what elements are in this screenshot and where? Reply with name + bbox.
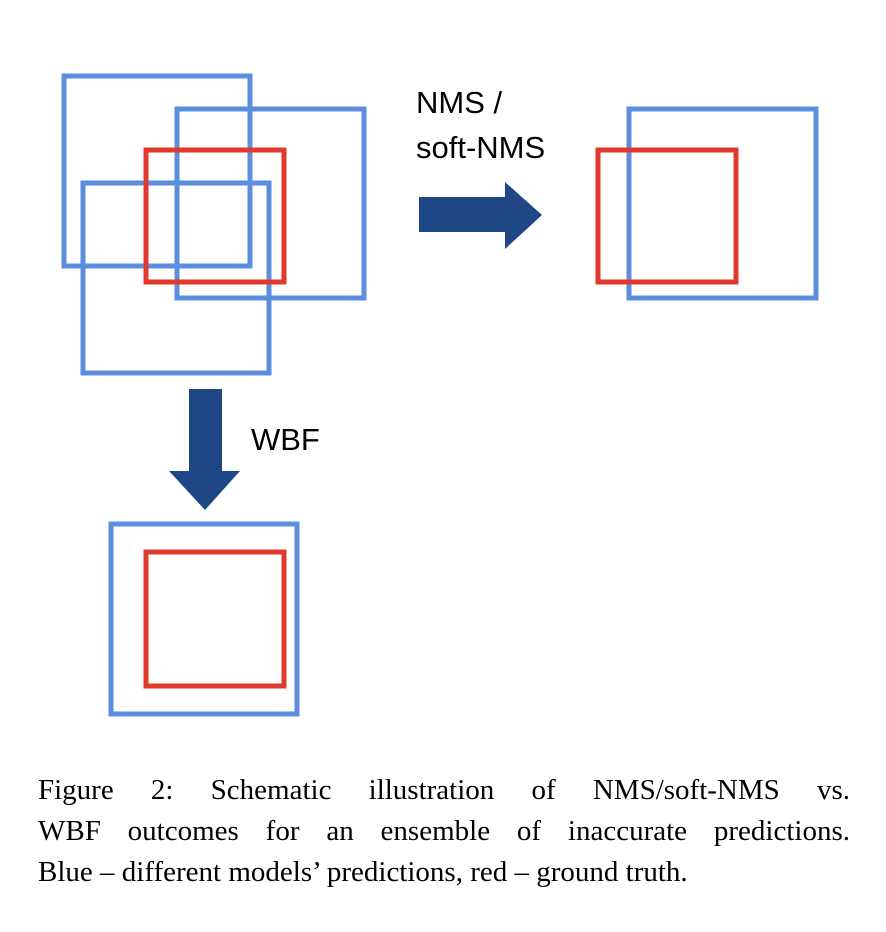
caption-line-3: Blue – different models’ predictions, re…	[38, 856, 688, 888]
schematic-diagram: NMS / soft-NMS WBF	[61, 73, 819, 717]
wbf-arrow-group: WBF	[169, 389, 320, 510]
ground-truth-box	[143, 147, 287, 285]
nms-label-line2: soft-NMS	[416, 130, 545, 165]
wbf-result-group	[108, 521, 300, 717]
nms-result-ground-truth-box	[595, 147, 739, 285]
nms-arrow-group: NMS / soft-NMS	[416, 85, 545, 249]
caption-line-1: Figure 2: Schematic illustration of NMS/…	[38, 774, 850, 806]
wbf-result-prediction-box	[108, 521, 300, 717]
right-arrow-icon	[419, 182, 542, 249]
nms-result-prediction-box	[626, 106, 819, 301]
input-ensemble-group	[61, 73, 367, 376]
prediction-box-3	[80, 180, 272, 376]
wbf-result-ground-truth-box	[143, 549, 287, 689]
nms-label-line1: NMS /	[416, 85, 503, 120]
down-arrow-icon	[169, 389, 240, 510]
wbf-label: WBF	[251, 422, 320, 457]
nms-result-group	[595, 106, 819, 301]
caption-line-2: WBF outcomes for an ensemble of inaccura…	[38, 815, 850, 847]
figure-caption: Figure 2: Schematic illustration of NMS/…	[38, 770, 850, 893]
prediction-box-1	[61, 73, 253, 269]
